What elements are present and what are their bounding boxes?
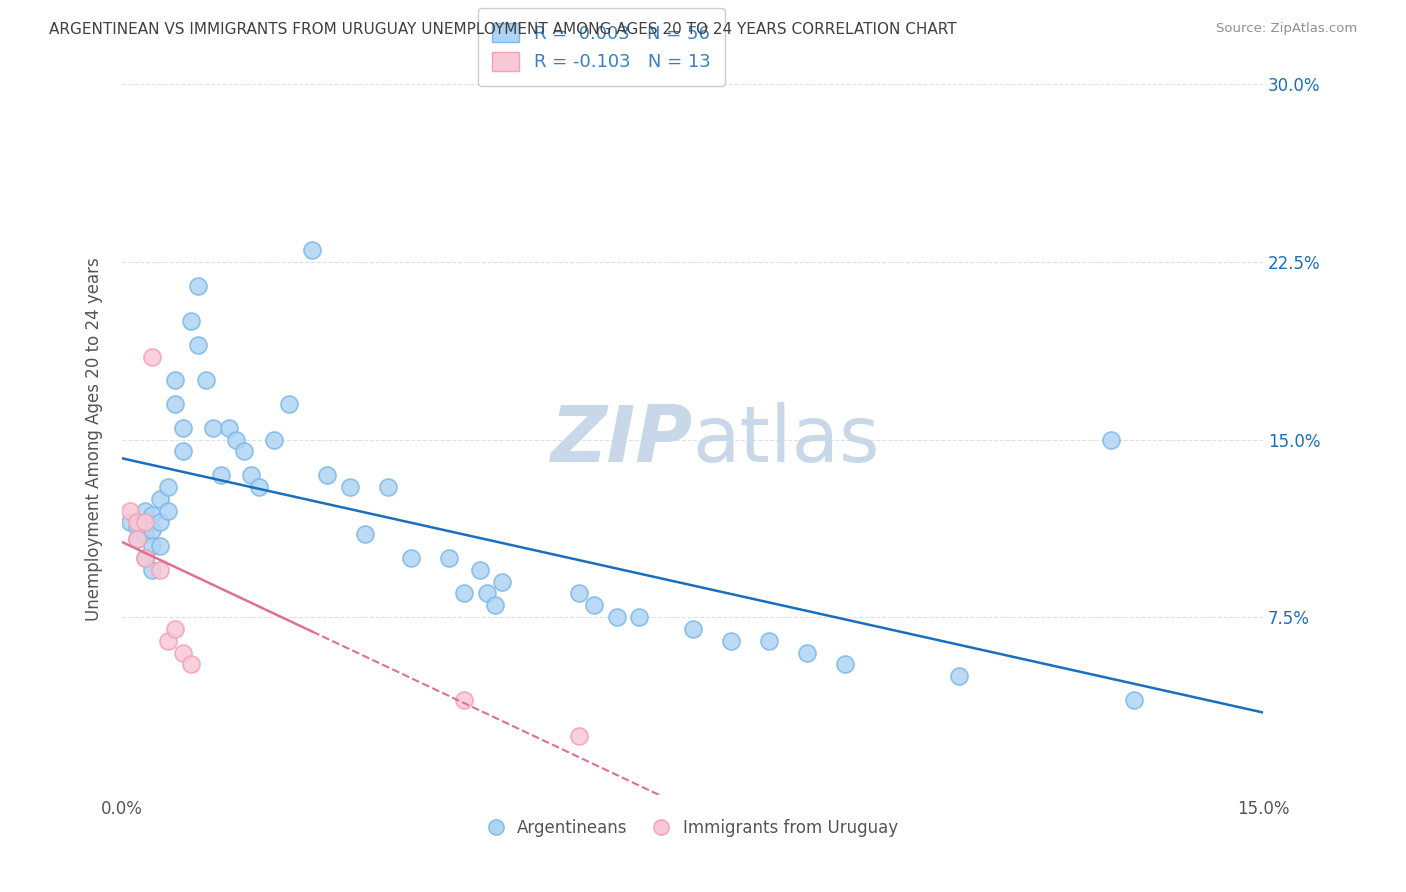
Point [606,610,628,624]
Point [1122,693,1144,707]
Point [134,503,156,517]
Point [468,563,491,577]
Point [156,503,179,517]
Point [149,563,172,577]
Point [141,350,163,364]
Point [758,633,780,648]
Point [796,646,818,660]
Point [491,574,513,589]
Point [263,433,285,447]
Point [156,480,179,494]
Point [316,468,339,483]
Point [232,444,254,458]
Point [399,551,422,566]
Point [194,373,217,387]
Point [165,397,187,411]
Point [354,527,377,541]
Point [301,243,323,257]
Point [187,338,209,352]
Point [834,657,856,672]
Point [134,551,156,566]
Point [127,520,149,534]
Text: ARGENTINEAN VS IMMIGRANTS FROM URUGUAY UNEMPLOYMENT AMONG AGES 20 TO 24 YEARS CO: ARGENTINEAN VS IMMIGRANTS FROM URUGUAY U… [49,22,957,37]
Point [172,421,194,435]
Point [187,278,209,293]
Point [209,468,232,483]
Point [141,539,163,553]
Point [339,480,361,494]
Point [567,586,589,600]
Point [202,421,225,435]
Text: Source: ZipAtlas.com: Source: ZipAtlas.com [1216,22,1357,36]
Point [149,516,172,530]
Point [240,468,263,483]
Point [218,421,240,435]
Point [149,539,172,553]
Point [628,610,651,624]
Point [948,669,970,683]
Point [682,622,704,636]
Point [141,508,163,523]
Point [127,532,149,546]
Point [149,491,172,506]
Point [156,633,179,648]
Point [118,503,141,517]
Point [172,444,194,458]
Text: atlas: atlas [693,401,880,477]
Point [377,480,399,494]
Point [453,693,475,707]
Point [477,586,499,600]
Point [567,729,589,743]
Point [165,373,187,387]
Point [278,397,301,411]
Point [180,314,202,328]
Point [127,516,149,530]
Point [141,523,163,537]
Point [720,633,742,648]
Point [118,516,141,530]
Point [453,586,475,600]
Point [225,433,247,447]
Point [141,563,163,577]
Point [134,527,156,541]
Point [1099,433,1122,447]
Point [484,599,506,613]
Point [127,532,149,546]
Point [134,516,156,530]
Point [134,551,156,566]
Legend: Argentineans, Immigrants from Uruguay: Argentineans, Immigrants from Uruguay [481,812,904,843]
Y-axis label: Unemployment Among Ages 20 to 24 years: Unemployment Among Ages 20 to 24 years [86,258,103,622]
Point [172,646,194,660]
Point [247,480,270,494]
Point [165,622,187,636]
Text: ZIP: ZIP [550,401,693,477]
Point [180,657,202,672]
Point [437,551,460,566]
Point [582,599,605,613]
